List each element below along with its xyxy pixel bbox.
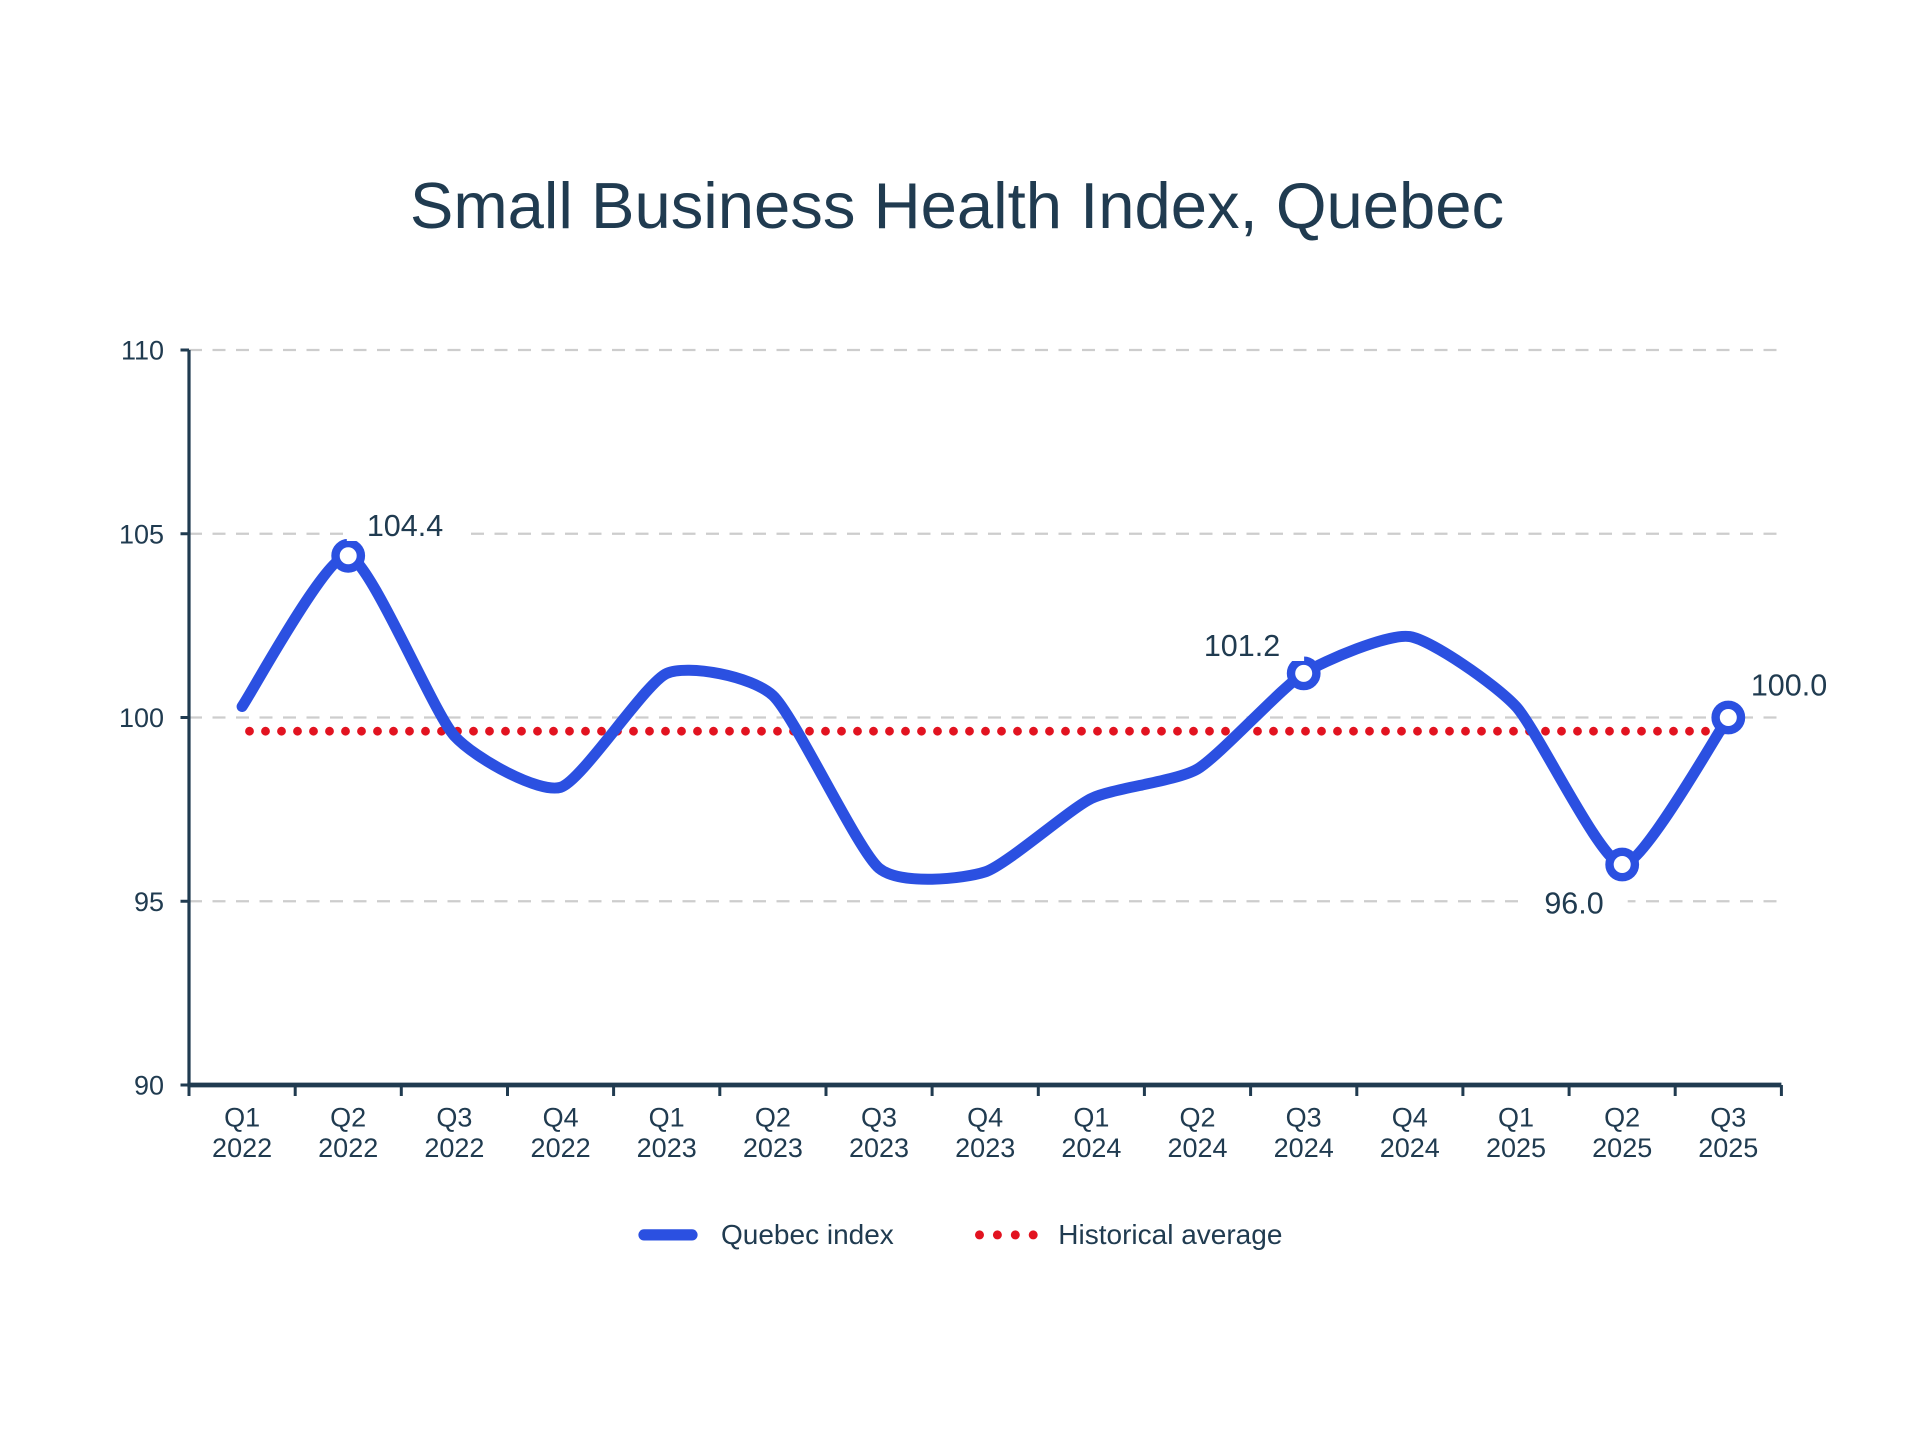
svg-text:105: 105 xyxy=(119,519,164,549)
svg-text:100.0: 100.0 xyxy=(1751,668,1827,702)
svg-text:110: 110 xyxy=(121,336,164,366)
svg-text:100: 100 xyxy=(119,703,164,733)
svg-text:Quebec index: Quebec index xyxy=(721,1219,894,1250)
svg-text:Small Business Health Index, Q: Small Business Health Index, Quebec xyxy=(410,169,1504,242)
svg-text:101.2: 101.2 xyxy=(1204,629,1280,663)
svg-text:Historical average: Historical average xyxy=(1058,1219,1282,1250)
svg-text:96.0: 96.0 xyxy=(1544,887,1603,921)
svg-text:104.4: 104.4 xyxy=(367,509,443,543)
svg-text:95: 95 xyxy=(134,887,164,917)
svg-text:90: 90 xyxy=(134,1071,164,1101)
